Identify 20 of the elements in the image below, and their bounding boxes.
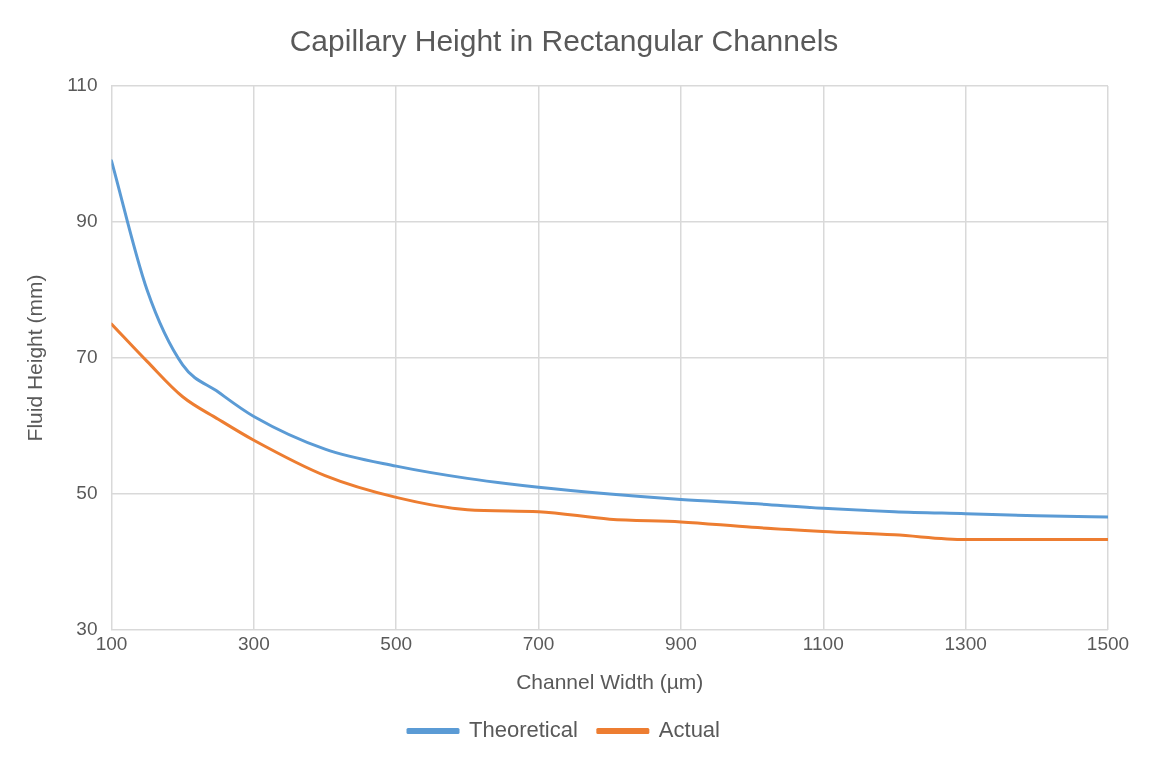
chart-title: Capillary Height in Rectangular Channels — [289, 24, 839, 58]
x-tick-label: 900 — [665, 632, 697, 654]
x-tick-label: 700 — [522, 632, 555, 654]
x-tick-label: 1500 — [1086, 632, 1130, 654]
y-axis-title: Fluid Height (mm) — [23, 274, 47, 442]
y-tick-label: 110 — [67, 74, 98, 96]
x-tick-label: 100 — [95, 632, 128, 654]
y-tick-label: 90 — [76, 210, 98, 232]
line-series — [111, 322, 1108, 542]
x-tick-label: 1100 — [802, 632, 844, 654]
x-axis-title: Channel Width (µm) — [516, 670, 704, 694]
legend-label: Theoretical — [469, 717, 578, 743]
y-tick-label: 50 — [76, 482, 98, 504]
x-tick-label: 1300 — [944, 632, 987, 654]
line-series — [111, 159, 1108, 519]
x-tick-label: 300 — [238, 632, 270, 654]
y-tick-label: 30 — [76, 618, 98, 640]
y-tick-label: 70 — [76, 346, 98, 368]
legend-label: Actual — [658, 717, 720, 743]
x-tick-label: 500 — [380, 632, 413, 654]
